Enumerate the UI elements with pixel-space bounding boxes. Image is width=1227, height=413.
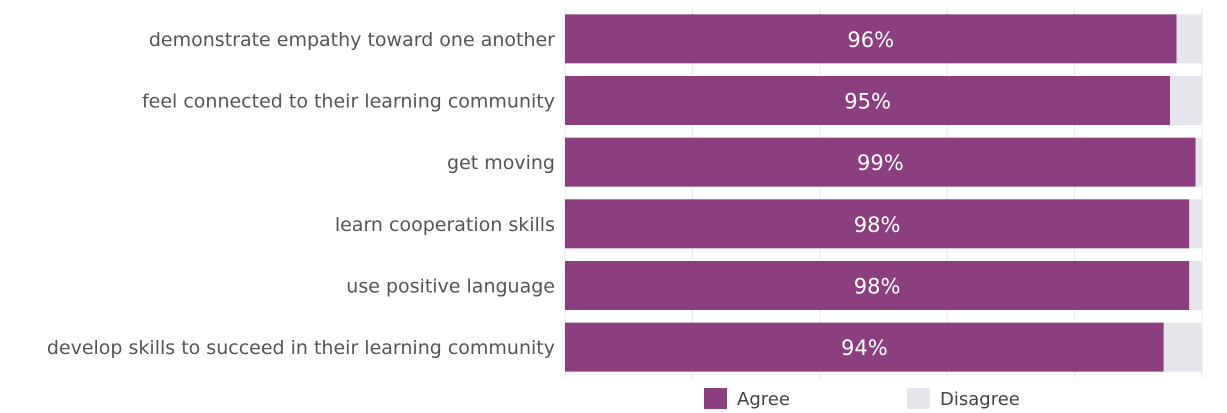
bar-disagree <box>1163 322 1202 372</box>
bar-agree <box>565 137 1196 187</box>
bar-value-label: 98% <box>854 213 901 237</box>
bar-disagree <box>1176 14 1202 64</box>
bar-disagree <box>1189 199 1202 249</box>
bar-disagree <box>1195 137 1202 187</box>
category-label: use positive language <box>346 276 555 298</box>
bar-agree <box>565 14 1177 64</box>
category-label: demonstrate empathy toward one another <box>149 29 555 51</box>
bar-disagree <box>1170 76 1202 125</box>
bar-agree <box>565 76 1171 125</box>
legend-swatch-disagree <box>907 388 930 409</box>
legend-label-disagree: Disagree <box>940 389 1020 410</box>
legend-label-agree: Agree <box>737 389 790 410</box>
bar-value-label: 98% <box>854 275 901 299</box>
category-label: develop skills to succeed in their learn… <box>47 337 555 359</box>
bar-value-label: 99% <box>857 151 904 175</box>
category-labels: demonstrate empathy toward one another fe… <box>47 29 555 359</box>
bar-value-label: 94% <box>841 336 888 360</box>
category-label: feel connected to their learning communi… <box>142 91 555 113</box>
bar-agree <box>565 199 1190 249</box>
bar-agree <box>565 322 1164 372</box>
legend-swatch-agree <box>704 388 727 409</box>
grid-lines <box>564 8 1203 378</box>
category-label: get moving <box>447 152 555 174</box>
bar-value-label: 95% <box>844 90 891 114</box>
bars: 96% 95% 99% 98% 98% 94% <box>565 14 1202 372</box>
category-label: learn cooperation skills <box>335 214 555 236</box>
bar-agree <box>565 261 1190 310</box>
legend: Agree Disagree <box>704 388 1020 410</box>
bar-disagree <box>1189 261 1202 310</box>
bar-value-label: 96% <box>847 28 894 52</box>
